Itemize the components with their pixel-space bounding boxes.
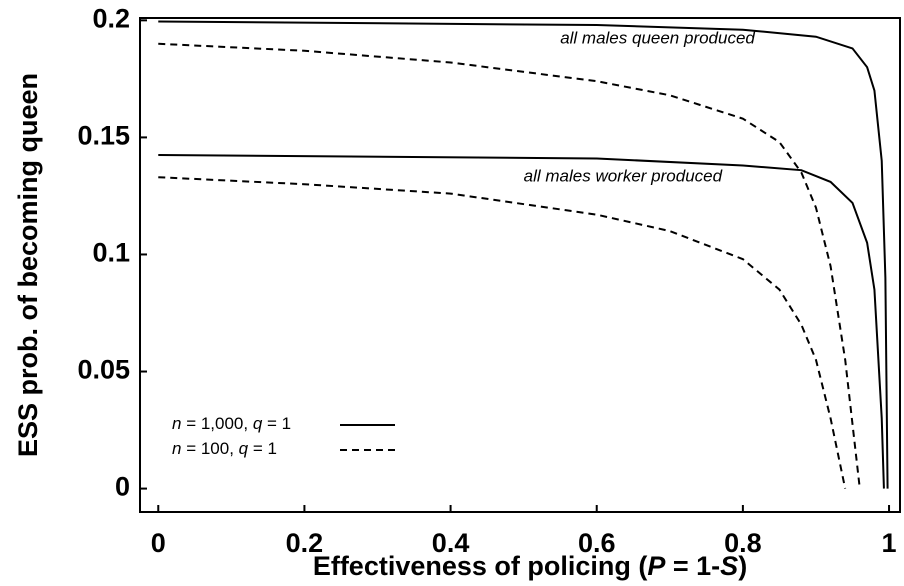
x-tick-label: 0.2 xyxy=(286,528,324,558)
x-axis-label-part: ) xyxy=(738,551,747,581)
x-tick-label: 0.6 xyxy=(578,528,616,558)
y-tick-label: 0.1 xyxy=(92,238,130,268)
x-axis-label-part: P xyxy=(647,551,666,581)
y-axis-label: ESS prob. of becoming queen xyxy=(13,73,43,457)
legend-label: n = 100, q = 1 xyxy=(172,439,277,458)
x-axis-label-part: Effectiveness of policing ( xyxy=(313,551,648,581)
annotation: all males worker produced xyxy=(524,167,723,186)
y-tick-label: 0.15 xyxy=(77,121,130,151)
legend-label-part: = 1,000, xyxy=(181,414,252,433)
legend-label-part: q xyxy=(253,414,263,433)
series-line xyxy=(158,153,885,489)
annotation: all males queen produced xyxy=(560,29,755,48)
x-axis-label-part: = 1- xyxy=(665,551,720,581)
x-tick-label: 0.4 xyxy=(432,528,470,558)
legend-label-part: n xyxy=(172,439,181,458)
legend-label-part: q xyxy=(239,439,249,458)
series-line xyxy=(158,176,847,489)
x-tick-label: 0 xyxy=(151,528,166,558)
x-tick-label: 1 xyxy=(882,528,897,558)
x-axis-label-part: S xyxy=(720,551,738,581)
plot-frame xyxy=(139,17,901,513)
x-tick-label: 0.8 xyxy=(724,528,762,558)
y-tick-label: 0 xyxy=(115,472,130,502)
legend-label-part: = 1 xyxy=(262,414,291,433)
series-line xyxy=(158,20,889,489)
legend-label-part: n xyxy=(172,414,181,433)
x-axis-label: Effectiveness of policing (P = 1-S) xyxy=(313,551,747,581)
legend-label: n = 1,000, q = 1 xyxy=(172,414,291,433)
legend-label-part: = 1 xyxy=(248,439,277,458)
y-tick-label: 0.05 xyxy=(77,355,130,385)
y-tick-label: 0.2 xyxy=(92,3,130,33)
legend-label-part: = 100, xyxy=(181,439,238,458)
series-line xyxy=(158,42,861,489)
